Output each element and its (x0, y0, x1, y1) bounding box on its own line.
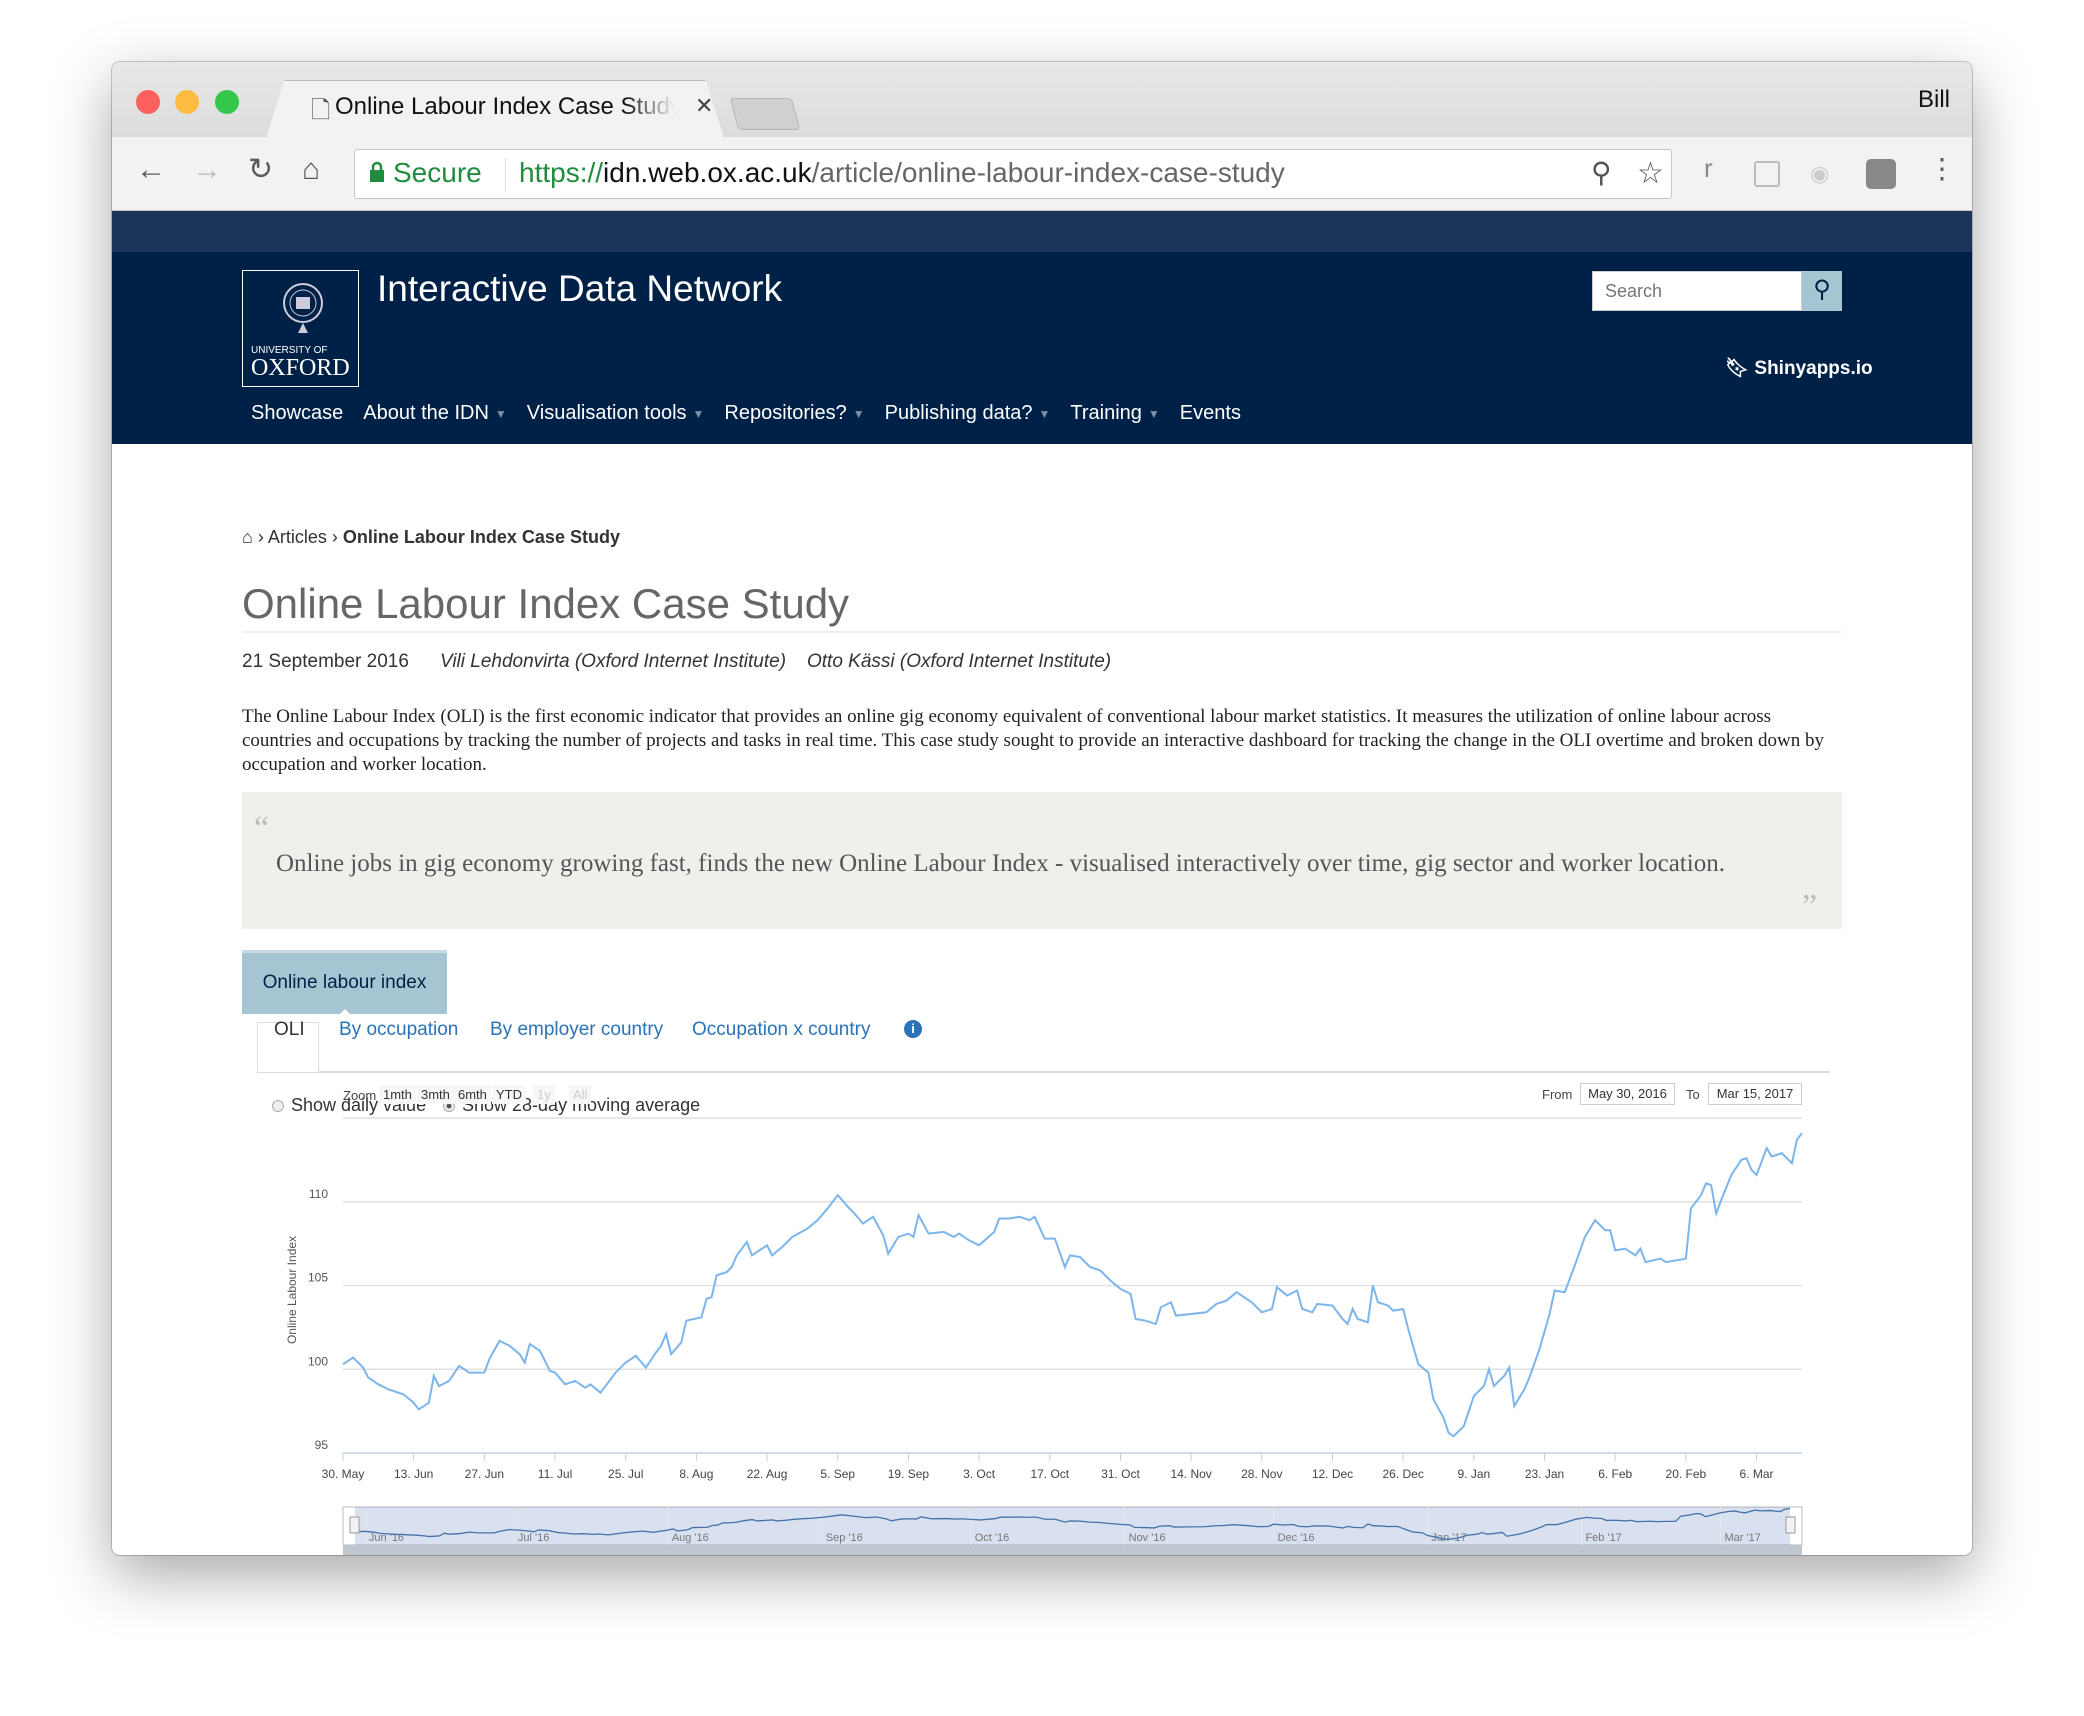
caret-down-icon: ▼ (494, 406, 507, 421)
main-nav: Showcase About the IDN ▼ Visualisation tool… (251, 402, 1241, 425)
breadcrumb: ⌂ › Articles › Online Labour Index Case … (242, 527, 620, 547)
caret-down-icon: ▼ (852, 406, 865, 421)
close-tab-icon[interactable]: ✕ (695, 93, 714, 118)
search-button[interactable]: ⚲ (1802, 271, 1842, 311)
radio-daily-label[interactable]: Show daily value (291, 1095, 427, 1115)
nav-item-repositories[interactable]: Repositories? ▼ (724, 402, 864, 425)
nav-label: Repositories? (724, 402, 847, 424)
url-text[interactable]: https://idn.web.ox.ac.uk/article/online-… (519, 157, 1285, 189)
nav-item-visualisation-tools[interactable]: Visualisation tools ▼ (527, 402, 705, 425)
nav-item-publishing-data[interactable]: Publishing data? ▼ (885, 402, 1051, 425)
forward-icon[interactable]: → (192, 153, 222, 186)
url-path: /article/online-labour-index-case-study (811, 157, 1285, 188)
info-icon[interactable]: i (904, 1020, 922, 1038)
nav-label: Training (1070, 402, 1142, 424)
profile-name[interactable]: Bill (1918, 86, 1951, 113)
bookmark-star-icon[interactable]: ☆ (1637, 157, 1664, 190)
open-quote-icon: “ (254, 810, 270, 847)
logo-oxford: OXFORD (251, 355, 350, 381)
tab-oli-label[interactable]: OLI (274, 1019, 305, 1040)
browser-tab[interactable]: 🗋 Online Labour Index Case Study ✕ (266, 80, 724, 138)
shinyapps-label: Shinyapps.io (1754, 358, 1873, 379)
divider (505, 158, 506, 192)
back-icon[interactable]: ← (136, 153, 166, 186)
extension-r-icon[interactable]: r (1704, 153, 1713, 183)
lock-icon (369, 161, 385, 182)
main-tab-label: Online labour index (262, 972, 427, 993)
breadcrumb-articles[interactable]: Articles (267, 527, 327, 547)
browser-window: 🗋 Online Labour Index Case Study ✕ Bill … (112, 62, 1972, 1555)
home-icon[interactable]: ⌂ (242, 527, 253, 547)
oxford-logo[interactable]: UNIVERSITY OF OXFORD (242, 270, 359, 387)
breadcrumb-current: Online Labour Index Case Study (342, 527, 620, 547)
active-indicator (338, 1002, 352, 1016)
close-quote-icon: ” (1802, 888, 1818, 925)
menu-icon[interactable]: ⋮ (1928, 153, 1956, 184)
site-header: UNIVERSITY OF OXFORD Interactive Data Ne… (112, 252, 1972, 444)
new-tab-button[interactable] (729, 98, 801, 130)
nav-label: Visualisation tools (526, 402, 687, 424)
tab-oli[interactable] (257, 1022, 319, 1072)
address-bar[interactable]: Secure https://idn.web.ox.ac.uk/article/… (354, 149, 1672, 199)
shinyapps-link[interactable]: 🔖︎ Shinyapps.io (1725, 356, 1873, 380)
intro-paragraph: The Online Labour Index (OLI) is the fir… (242, 706, 1825, 775)
bookmark-icon: 🔖︎ (1725, 358, 1750, 379)
extension-eye-icon[interactable]: ◉ (1810, 161, 1830, 186)
web-page: UNIVERSITY OF OXFORD Interactive Data Ne… (112, 211, 1972, 1555)
radio-moving-average[interactable] (443, 1100, 455, 1112)
secure-label: Secure (393, 157, 482, 188)
page-title: Online Labour Index Case Study (242, 580, 850, 627)
radio-daily[interactable] (272, 1100, 284, 1112)
zoom-out-icon[interactable]: ⚲ (1591, 157, 1612, 188)
minimize-window-button[interactable] (175, 90, 199, 114)
author-link[interactable]: Otto Kässi (Oxford Internet Institute) (807, 651, 1112, 672)
tab-title: Online Labour Index Case Study (335, 93, 675, 120)
nav-label: Showcase (251, 402, 344, 424)
logo-university-of: UNIVERSITY OF (251, 345, 328, 356)
nav-label: About the IDN (363, 402, 489, 424)
author-link[interactable]: Vili Lehdonvirta (Oxford Internet Instit… (440, 651, 787, 672)
nav-item-showcase[interactable]: Showcase (251, 402, 343, 425)
search-input[interactable] (1592, 271, 1802, 311)
url-host: idn.web.ox.ac.uk (603, 157, 812, 188)
reload-icon[interactable]: ↻ (248, 153, 274, 186)
tab-occupation-x-country[interactable]: Occupation x country (692, 1019, 871, 1040)
maximize-window-button[interactable] (215, 90, 239, 114)
article-date: 21 September 2016 (242, 651, 409, 672)
title-divider (242, 631, 1842, 633)
oxford-crest-icon (283, 283, 323, 333)
nav-label: Publishing data? (884, 402, 1033, 424)
extension-shield-icon[interactable] (1866, 159, 1896, 189)
search-icon: ⚲ (1813, 276, 1831, 303)
tab-by-occupation[interactable]: By occupation (339, 1019, 459, 1040)
close-window-button[interactable] (136, 90, 160, 114)
caret-down-icon: ▼ (1147, 406, 1160, 421)
nav-item-events[interactable]: Events (1180, 402, 1241, 425)
pull-quote: “ Online jobs in gig economy growing fas… (242, 792, 1842, 929)
caret-down-icon: ▼ (692, 406, 705, 421)
url-scheme: https:// (519, 157, 604, 188)
top-strip (112, 211, 1972, 252)
site-title[interactable]: Interactive Data Network (377, 268, 783, 309)
tab-online-labour-index[interactable]: Online labour index (242, 950, 447, 1016)
nav-item-training[interactable]: Training ▼ (1070, 402, 1159, 425)
title-bar: 🗋 Online Labour Index Case Study ✕ Bill (112, 62, 1972, 138)
tabs-divider (257, 1071, 1830, 1073)
extension-b-icon[interactable] (1754, 161, 1780, 187)
browser-toolbar: ← → ↻ ⌂ Secure https://idn.web.ox.ac.uk/… (112, 137, 1972, 211)
tab-by-employer-country[interactable]: By employer country (490, 1019, 664, 1040)
caret-down-icon: ▼ (1038, 406, 1051, 421)
home-icon[interactable]: ⌂ (302, 153, 321, 186)
nav-label: Events (1179, 402, 1241, 424)
quote-text: Online jobs in gig economy growing fast,… (276, 850, 1725, 877)
nav-item-about-the-idn[interactable]: About the IDN ▼ (363, 402, 507, 425)
radio-moving-average-label[interactable]: Show 28-day moving average (462, 1095, 701, 1115)
page-icon: 🗋 (311, 97, 331, 124)
